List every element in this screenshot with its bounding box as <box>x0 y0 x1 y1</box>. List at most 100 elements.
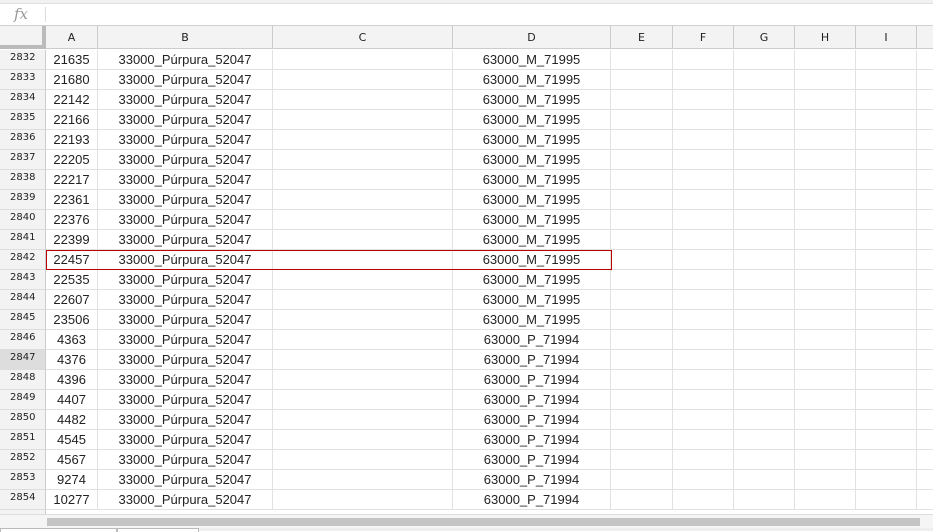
cell-j2842[interactable] <box>917 250 933 270</box>
cell-e2846[interactable] <box>611 330 673 350</box>
cell-g2834[interactable] <box>734 90 795 110</box>
cell-d2851[interactable]: 63000_P_71994 <box>453 430 611 450</box>
cell-b2832[interactable]: 33000_Púrpura_52047 <box>98 50 273 70</box>
cell-i2837[interactable] <box>856 150 917 170</box>
cell-a2846[interactable]: 4363 <box>46 330 98 350</box>
cell-i2832[interactable] <box>856 50 917 70</box>
cell-j2850[interactable] <box>917 410 933 430</box>
cell-f2835[interactable] <box>673 110 734 130</box>
row-header[interactable]: 2846 <box>0 330 46 350</box>
cell-i2841[interactable] <box>856 230 917 250</box>
cell-b2834[interactable]: 33000_Púrpura_52047 <box>98 90 273 110</box>
cell-i2835[interactable] <box>856 110 917 130</box>
cell-j2838[interactable] <box>917 170 933 190</box>
cell-a2853[interactable]: 9274 <box>46 470 98 490</box>
cell-a2852[interactable]: 4567 <box>46 450 98 470</box>
cell-e2838[interactable] <box>611 170 673 190</box>
cell-i2849[interactable] <box>856 390 917 410</box>
cell-j2833[interactable] <box>917 70 933 90</box>
cell-a2850[interactable]: 4482 <box>46 410 98 430</box>
cell-f2836[interactable] <box>673 130 734 150</box>
cell-i2838[interactable] <box>856 170 917 190</box>
cell-b2839[interactable]: 33000_Púrpura_52047 <box>98 190 273 210</box>
cell-h2837[interactable] <box>795 150 856 170</box>
cell-a2843[interactable]: 22535 <box>46 270 98 290</box>
cell-a2835[interactable]: 22166 <box>46 110 98 130</box>
cell-f2839[interactable] <box>673 190 734 210</box>
cell-j2844[interactable] <box>917 290 933 310</box>
row-header[interactable]: 2848 <box>0 370 46 390</box>
cell-c2834[interactable] <box>273 90 453 110</box>
cell-f2833[interactable] <box>673 70 734 90</box>
cell-c2849[interactable] <box>273 390 453 410</box>
cell-e2837[interactable] <box>611 150 673 170</box>
cell-d2854[interactable]: 63000_P_71994 <box>453 490 611 510</box>
cell-f2854[interactable] <box>673 490 734 510</box>
scrollbar-thumb[interactable] <box>47 518 920 526</box>
cell-i2844[interactable] <box>856 290 917 310</box>
cell-g2849[interactable] <box>734 390 795 410</box>
cell-e2852[interactable] <box>611 450 673 470</box>
row-header[interactable]: 2849 <box>0 390 46 410</box>
cell-d2848[interactable]: 63000_P_71994 <box>453 370 611 390</box>
cell-d2838[interactable]: 63000_M_71995 <box>453 170 611 190</box>
cell-b2833[interactable]: 33000_Púrpura_52047 <box>98 70 273 90</box>
cell-e2848[interactable] <box>611 370 673 390</box>
cell-g2833[interactable] <box>734 70 795 90</box>
cell-e2844[interactable] <box>611 290 673 310</box>
cell-d2843[interactable]: 63000_M_71995 <box>453 270 611 290</box>
cell-g2850[interactable] <box>734 410 795 430</box>
cell-g2848[interactable] <box>734 370 795 390</box>
row-header[interactable]: 2832 <box>0 50 46 70</box>
row-header[interactable]: 2854 <box>0 490 46 510</box>
column-header-a[interactable]: A <box>46 26 98 49</box>
cell-b2848[interactable]: 33000_Púrpura_52047 <box>98 370 273 390</box>
row-header[interactable]: 2833 <box>0 70 46 90</box>
cell-g2854[interactable] <box>734 490 795 510</box>
cell-c2843[interactable] <box>273 270 453 290</box>
cell-j2835[interactable] <box>917 110 933 130</box>
cell-f2850[interactable] <box>673 410 734 430</box>
row-header[interactable]: 2838 <box>0 170 46 190</box>
cell-i2850[interactable] <box>856 410 917 430</box>
cell-e2850[interactable] <box>611 410 673 430</box>
cell-f2832[interactable] <box>673 50 734 70</box>
cell-c2841[interactable] <box>273 230 453 250</box>
cell-h2832[interactable] <box>795 50 856 70</box>
cell-g2836[interactable] <box>734 130 795 150</box>
cell-f2834[interactable] <box>673 90 734 110</box>
cell-j2839[interactable] <box>917 190 933 210</box>
cell-f2848[interactable] <box>673 370 734 390</box>
column-header-g[interactable]: G <box>734 26 795 49</box>
cell-d2833[interactable]: 63000_M_71995 <box>453 70 611 90</box>
cell-a2834[interactable]: 22142 <box>46 90 98 110</box>
cell-b2853[interactable]: 33000_Púrpura_52047 <box>98 470 273 490</box>
cell-j2849[interactable] <box>917 390 933 410</box>
cell-f2837[interactable] <box>673 150 734 170</box>
cell-j2832[interactable] <box>917 50 933 70</box>
cell-a2833[interactable]: 21680 <box>46 70 98 90</box>
horizontal-scrollbar[interactable] <box>0 514 933 529</box>
cell-e2842[interactable] <box>611 250 673 270</box>
cell-a2837[interactable]: 22205 <box>46 150 98 170</box>
cell-g2842[interactable] <box>734 250 795 270</box>
cell-h2842[interactable] <box>795 250 856 270</box>
cell-e2833[interactable] <box>611 70 673 90</box>
cell-f2847[interactable] <box>673 350 734 370</box>
cell-j2840[interactable] <box>917 210 933 230</box>
cell-h2854[interactable] <box>795 490 856 510</box>
column-header-e[interactable]: E <box>611 26 673 49</box>
cell-h2850[interactable] <box>795 410 856 430</box>
cell-j2852[interactable] <box>917 450 933 470</box>
cell-g2846[interactable] <box>734 330 795 350</box>
cell-h2839[interactable] <box>795 190 856 210</box>
cell-d2832[interactable]: 63000_M_71995 <box>453 50 611 70</box>
cell-j2845[interactable] <box>917 310 933 330</box>
cell-g2844[interactable] <box>734 290 795 310</box>
cell-f2853[interactable] <box>673 470 734 490</box>
cell-j2846[interactable] <box>917 330 933 350</box>
cell-b2840[interactable]: 33000_Púrpura_52047 <box>98 210 273 230</box>
cell-a2851[interactable]: 4545 <box>46 430 98 450</box>
cell-j2843[interactable] <box>917 270 933 290</box>
cell-h2840[interactable] <box>795 210 856 230</box>
